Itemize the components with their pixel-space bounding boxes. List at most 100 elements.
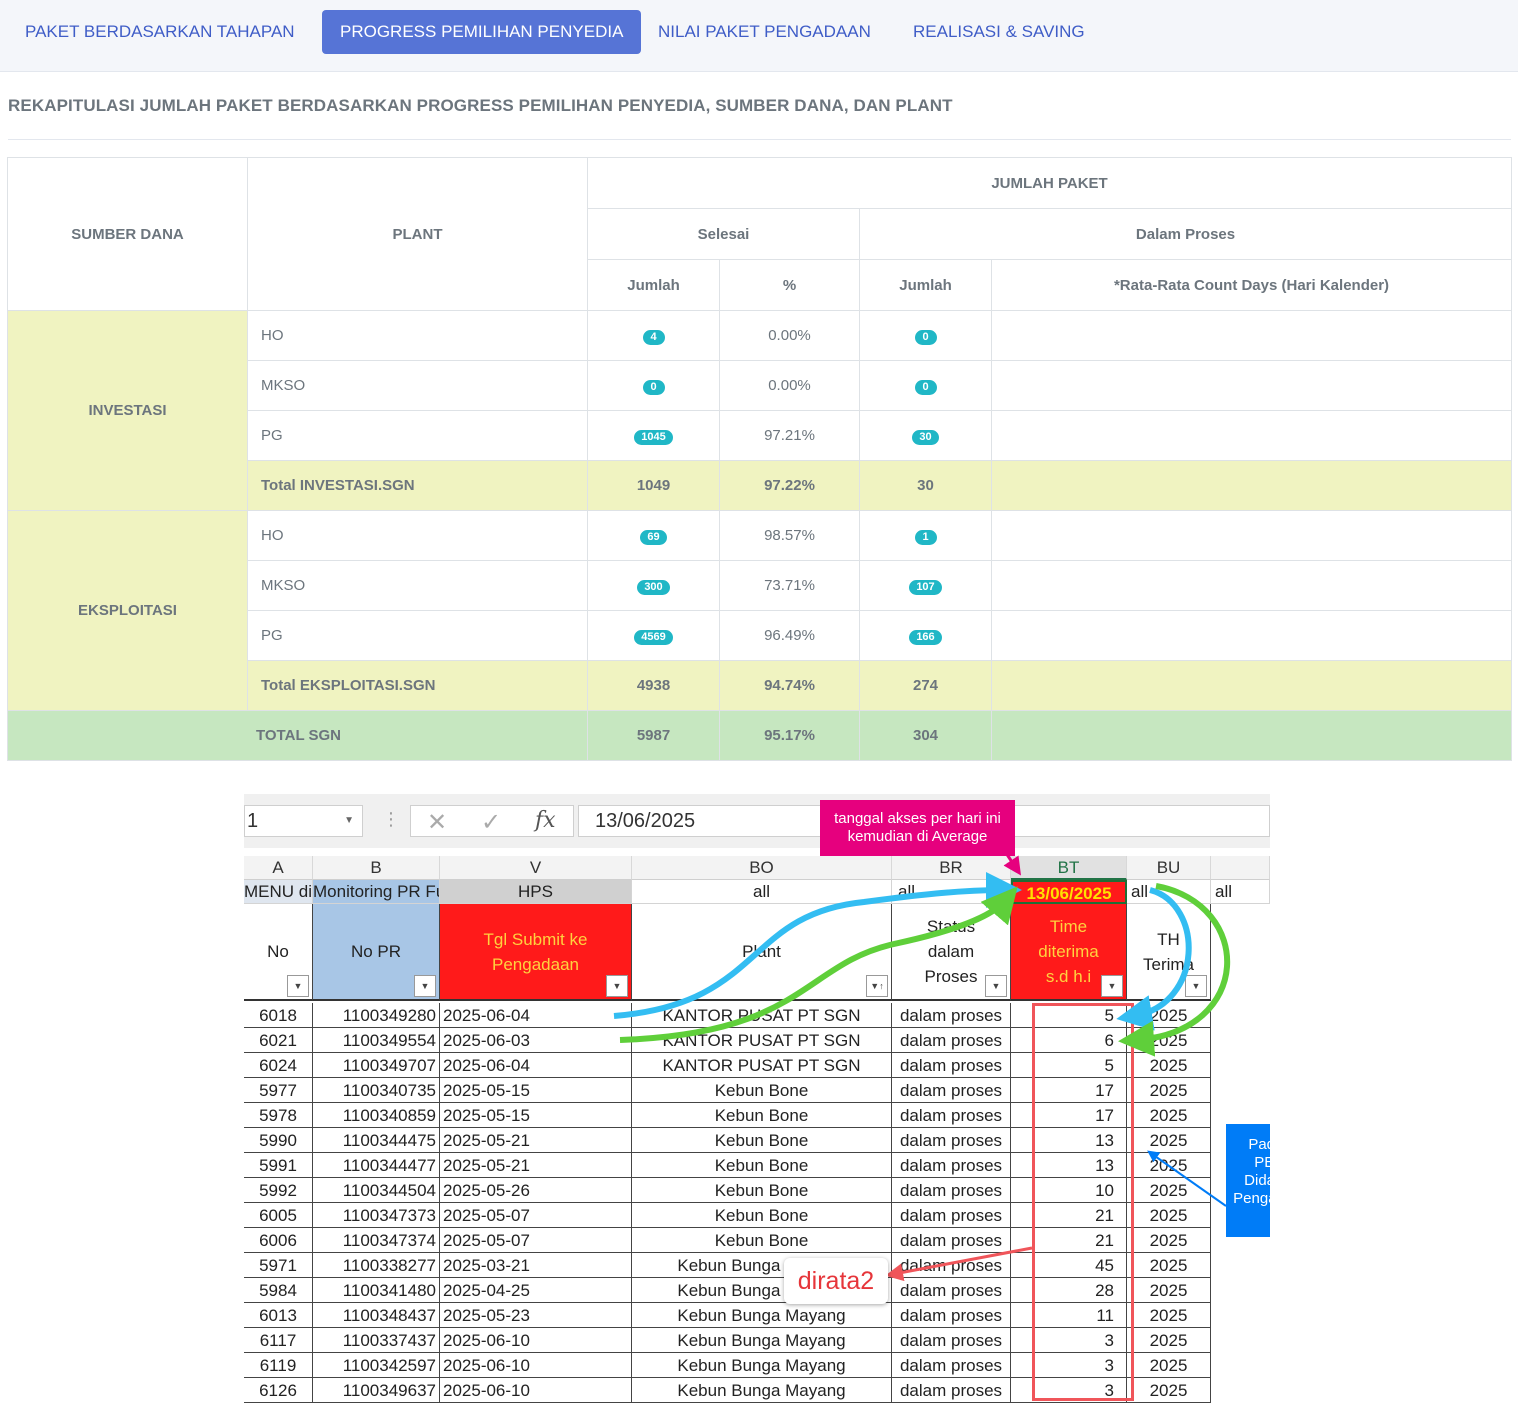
cell-tgl-submit[interactable]: 2025-05-26 bbox=[440, 1178, 632, 1203]
cell-th-terima[interactable]: 2025 bbox=[1127, 1328, 1211, 1353]
cell-th-terima[interactable]: 2025 bbox=[1127, 1128, 1211, 1153]
cell-status[interactable]: dalam proses bbox=[892, 1178, 1011, 1203]
cell-status[interactable]: dalam proses bbox=[892, 1053, 1011, 1078]
col-header-br[interactable]: BR bbox=[892, 856, 1011, 880]
row1-cell[interactable]: Monitoring PR Fu bbox=[313, 880, 440, 904]
cell-no[interactable]: 5990 bbox=[244, 1128, 313, 1153]
cell-plant[interactable]: Kebun Bunga Mayang bbox=[632, 1303, 892, 1328]
cell-tgl-submit[interactable]: 2025-05-21 bbox=[440, 1153, 632, 1178]
cell-status[interactable]: dalam proses bbox=[892, 1253, 1011, 1278]
cell-tgl-submit[interactable]: 2025-06-04 bbox=[440, 1053, 632, 1078]
tab-nilai-paket-pengadaan[interactable]: NILAI PAKET PENGADAAN bbox=[658, 22, 871, 41]
cell-tgl-submit[interactable]: 2025-05-23 bbox=[440, 1303, 632, 1328]
cell-no-pr[interactable]: 1100349280 bbox=[313, 1003, 440, 1028]
cell-no-pr[interactable]: 1100349554 bbox=[313, 1028, 440, 1053]
check-icon[interactable]: ✓ bbox=[481, 809, 502, 836]
cell-no-pr[interactable]: 1100338277 bbox=[313, 1253, 440, 1278]
cell-status[interactable]: dalam proses bbox=[892, 1228, 1011, 1253]
row1-cell[interactable]: all bbox=[1127, 880, 1211, 904]
cell-plant[interactable]: Kebun Bone bbox=[632, 1128, 892, 1153]
cell-no-pr[interactable]: 1100348437 bbox=[313, 1303, 440, 1328]
cell-plant[interactable]: Kebun Bone bbox=[632, 1153, 892, 1178]
cell-status[interactable]: dalam proses bbox=[892, 1078, 1011, 1103]
cell-no[interactable]: 5984 bbox=[244, 1278, 313, 1303]
cell-th-terima[interactable]: 2025 bbox=[1127, 1053, 1211, 1078]
cell-status[interactable]: dalam proses bbox=[892, 1028, 1011, 1053]
cell-no-pr[interactable]: 1100342597 bbox=[313, 1353, 440, 1378]
cell-no[interactable]: 6006 bbox=[244, 1228, 313, 1253]
cell-tgl-submit[interactable]: 2025-06-03 bbox=[440, 1028, 632, 1053]
cell-no[interactable]: 5978 bbox=[244, 1103, 313, 1128]
cell-tgl-submit[interactable]: 2025-03-21 bbox=[440, 1253, 632, 1278]
cell-days[interactable]: 3 bbox=[1011, 1328, 1127, 1353]
cell-no[interactable]: 5991 bbox=[244, 1153, 313, 1178]
cell-th-terima[interactable]: 2025 bbox=[1127, 1028, 1211, 1053]
cell-no-pr[interactable]: 1100340735 bbox=[313, 1078, 440, 1103]
cell-days[interactable]: 11 bbox=[1011, 1303, 1127, 1328]
cell-tgl-submit[interactable]: 2025-06-10 bbox=[440, 1353, 632, 1378]
row1-cell[interactable]: HPS bbox=[440, 880, 632, 904]
cell-plant[interactable]: Kebun Bone bbox=[632, 1228, 892, 1253]
cell-plant[interactable]: KANTOR PUSAT PT SGN bbox=[632, 1053, 892, 1078]
cell-tgl-submit[interactable]: 2025-05-15 bbox=[440, 1103, 632, 1128]
filter-dropdown-icon[interactable]: ▼ bbox=[606, 975, 628, 997]
cell-no[interactable]: 6126 bbox=[244, 1378, 313, 1403]
filter-dropdown-icon[interactable]: ▼ bbox=[985, 975, 1007, 997]
cell-days[interactable]: 3 bbox=[1011, 1353, 1127, 1378]
cell-no-pr[interactable]: 1100349707 bbox=[313, 1053, 440, 1078]
tab-progress-pemilihan-penyedia[interactable]: PROGRESS PEMILIHAN PENYEDIA bbox=[322, 10, 642, 54]
col-header-b[interactable]: B bbox=[313, 856, 440, 880]
row1-cell[interactable]: MENU di IT bbox=[244, 880, 313, 904]
cell-days[interactable]: 10 bbox=[1011, 1178, 1127, 1203]
cell-no[interactable]: 6021 bbox=[244, 1028, 313, 1053]
cell-days[interactable]: 13 bbox=[1011, 1153, 1127, 1178]
cell-days[interactable]: 5 bbox=[1011, 1053, 1127, 1078]
row1-cell[interactable]: all bbox=[1211, 880, 1270, 904]
cell-no-pr[interactable]: 1100340859 bbox=[313, 1103, 440, 1128]
cell-no-pr[interactable]: 1100344504 bbox=[313, 1178, 440, 1203]
cell-days[interactable]: 21 bbox=[1011, 1203, 1127, 1228]
cell-days[interactable]: 17 bbox=[1011, 1078, 1127, 1103]
cell-tgl-submit[interactable]: 2025-05-15 bbox=[440, 1078, 632, 1103]
filter-dropdown-icon[interactable]: ▼ bbox=[1185, 975, 1207, 997]
cell-days[interactable]: 45 bbox=[1011, 1253, 1127, 1278]
row1-cell[interactable]: all bbox=[632, 880, 892, 904]
tab-realisasi-saving[interactable]: REALISASI & SAVING bbox=[913, 22, 1085, 41]
selected-date-cell[interactable]: 13/06/2025 bbox=[1011, 880, 1127, 904]
cell-no[interactable]: 5977 bbox=[244, 1078, 313, 1103]
cell-status[interactable]: dalam proses bbox=[892, 1303, 1011, 1328]
cell-no[interactable]: 6005 bbox=[244, 1203, 313, 1228]
cell-th-terima[interactable]: 2025 bbox=[1127, 1003, 1211, 1028]
function-icon[interactable]: fx bbox=[535, 808, 556, 833]
col-header-bo[interactable]: BO bbox=[632, 856, 892, 880]
row1-cell[interactable]: all bbox=[892, 880, 1011, 904]
cell-no-pr[interactable]: 1100347374 bbox=[313, 1228, 440, 1253]
tab-paket-berdasarkan-tahapan[interactable]: PAKET BERDASARKAN TAHAPAN bbox=[25, 22, 295, 41]
cell-th-terima[interactable]: 2025 bbox=[1127, 1303, 1211, 1328]
cell-plant[interactable]: KANTOR PUSAT PT SGN bbox=[632, 1028, 892, 1053]
cell-status[interactable]: dalam proses bbox=[892, 1328, 1011, 1353]
cell-th-terima[interactable]: 2025 bbox=[1127, 1378, 1211, 1403]
cell-th-terima[interactable]: 2025 bbox=[1127, 1353, 1211, 1378]
chevron-down-icon[interactable]: ▼ bbox=[344, 815, 354, 826]
name-box[interactable]: 1 ▼ bbox=[244, 805, 363, 837]
cell-status[interactable]: dalam proses bbox=[892, 1353, 1011, 1378]
cell-th-terima[interactable]: 2025 bbox=[1127, 1078, 1211, 1103]
filter-dropdown-icon[interactable]: ▼ bbox=[414, 975, 436, 997]
cell-no-pr[interactable]: 1100349637 bbox=[313, 1378, 440, 1403]
cell-plant[interactable]: Kebun Bone bbox=[632, 1203, 892, 1228]
cell-tgl-submit[interactable]: 2025-06-04 bbox=[440, 1003, 632, 1028]
cell-status[interactable]: dalam proses bbox=[892, 1128, 1011, 1153]
cell-days[interactable]: 3 bbox=[1011, 1378, 1127, 1403]
cell-no-pr[interactable]: 1100347373 bbox=[313, 1203, 440, 1228]
cell-no-pr[interactable]: 1100344477 bbox=[313, 1153, 440, 1178]
cell-th-terima[interactable]: 2025 bbox=[1127, 1228, 1211, 1253]
cell-th-terima[interactable]: 2025 bbox=[1127, 1153, 1211, 1178]
col-header-bu[interactable]: BU bbox=[1127, 856, 1211, 880]
cell-status[interactable]: dalam proses bbox=[892, 1103, 1011, 1128]
cell-plant[interactable]: Kebun Bone bbox=[632, 1078, 892, 1103]
sort-filter-icon[interactable]: ▼↑ bbox=[866, 975, 888, 997]
cell-days[interactable]: 17 bbox=[1011, 1103, 1127, 1128]
cell-days[interactable]: 13 bbox=[1011, 1128, 1127, 1153]
cell-plant[interactable]: Kebun Bunga Mayang bbox=[632, 1328, 892, 1353]
